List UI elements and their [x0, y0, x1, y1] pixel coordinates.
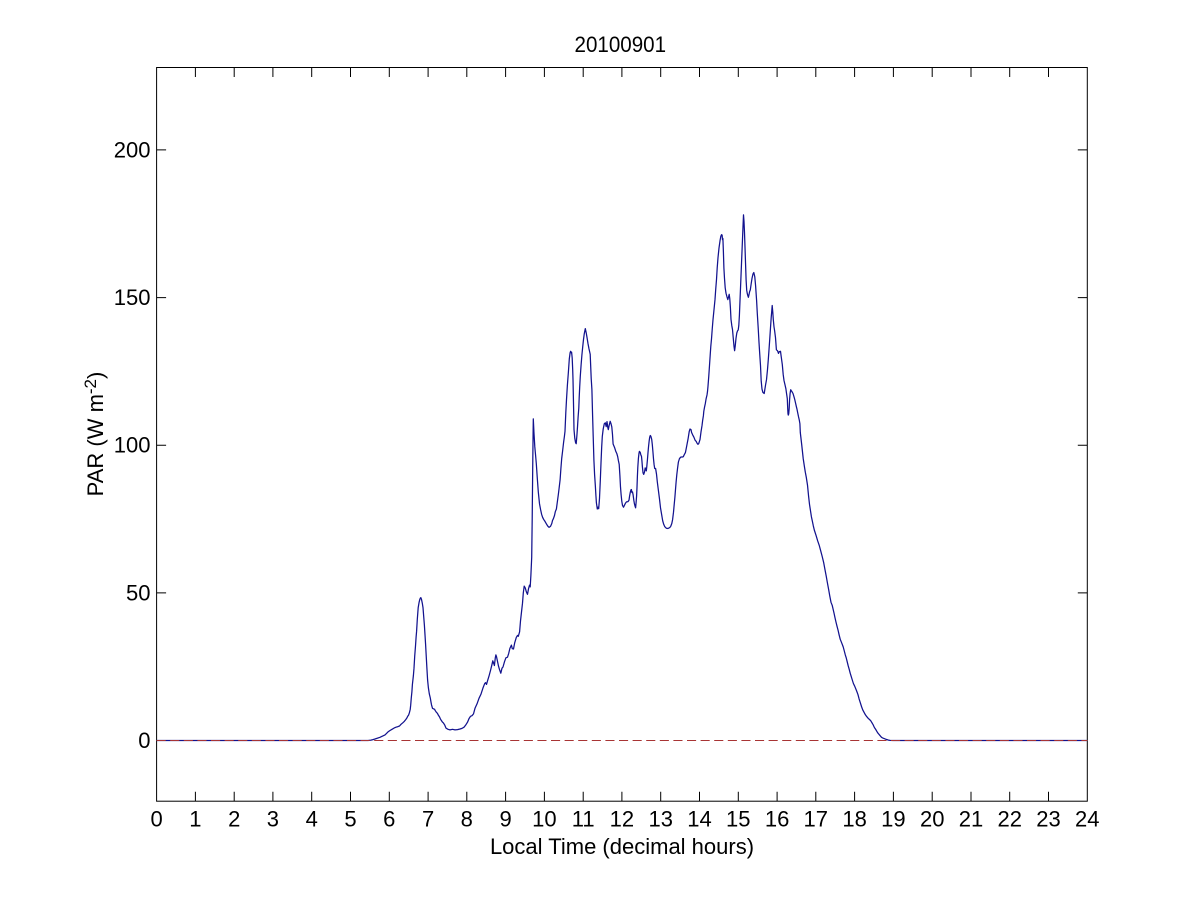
svg-text:50: 50 [126, 580, 150, 605]
svg-text:16: 16 [765, 807, 789, 832]
svg-text:Local Time (decimal hours): Local Time (decimal hours) [490, 834, 754, 859]
svg-text:100: 100 [114, 433, 151, 458]
svg-text:20: 20 [920, 807, 944, 832]
svg-text:13: 13 [648, 807, 672, 832]
svg-text:21: 21 [959, 807, 983, 832]
svg-text:20100901: 20100901 [575, 32, 667, 57]
svg-text:19: 19 [881, 807, 905, 832]
svg-text:8: 8 [461, 807, 473, 832]
svg-text:12: 12 [610, 807, 634, 832]
svg-text:3: 3 [267, 807, 279, 832]
svg-text:7: 7 [422, 807, 434, 832]
svg-text:4: 4 [306, 807, 318, 832]
svg-text:9: 9 [499, 807, 511, 832]
svg-text:1: 1 [189, 807, 201, 832]
svg-text:2: 2 [228, 807, 240, 832]
svg-text:23: 23 [1036, 807, 1060, 832]
svg-text:150: 150 [114, 285, 151, 310]
svg-text:11: 11 [572, 807, 595, 832]
svg-text:24: 24 [1075, 807, 1099, 832]
svg-text:14: 14 [687, 807, 711, 832]
svg-text:22: 22 [997, 807, 1021, 832]
svg-text:0: 0 [138, 728, 150, 753]
svg-text:17: 17 [804, 807, 828, 832]
svg-text:15: 15 [726, 807, 750, 832]
svg-text:5: 5 [344, 807, 356, 832]
svg-text:10: 10 [532, 807, 556, 832]
svg-text:6: 6 [383, 807, 395, 832]
svg-text:200: 200 [114, 137, 151, 162]
svg-text:18: 18 [842, 807, 866, 832]
svg-text:0: 0 [150, 807, 162, 832]
